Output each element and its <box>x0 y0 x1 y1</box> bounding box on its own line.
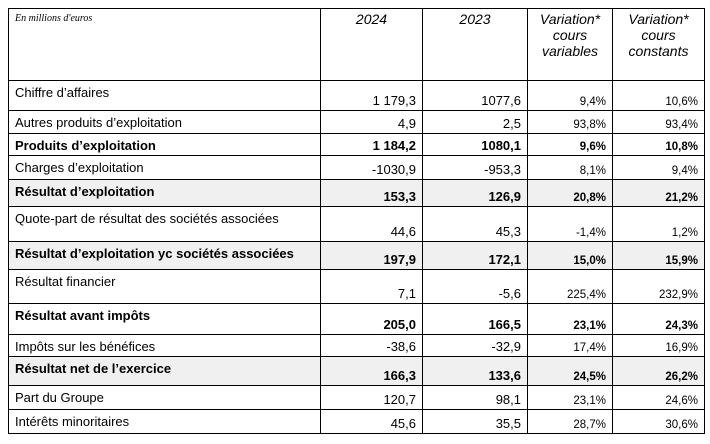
table-row: Résultat net de l’exercice 166,3 133,6 24,5… <box>8 356 705 386</box>
column-header: Variation* cours variables <box>527 8 613 81</box>
cell-value: -1,4% <box>527 206 613 242</box>
cell-value: 98,1 <box>422 385 528 410</box>
row-label: Résultat avant impôts <box>8 303 321 335</box>
cell-value: 166,3 <box>320 356 423 386</box>
row-label: Part du Groupe <box>8 385 321 410</box>
cell-value: 45,6 <box>320 409 423 434</box>
cell-value: 28,7% <box>527 409 613 434</box>
cell-value: 166,5 <box>422 303 528 335</box>
row-label: Résultat financier <box>8 269 321 304</box>
table-row: Intérêts minoritaires 45,6 35,5 28,7% 30,6% <box>8 409 705 434</box>
cell-value: 93,8% <box>527 110 613 134</box>
cell-value: 205,0 <box>320 303 423 335</box>
column-header: 2023 <box>422 8 528 81</box>
cell-value: 9,4% <box>527 80 613 111</box>
row-label: Quote-part de résultat des sociétés asso… <box>8 206 321 242</box>
cell-value: 21,2% <box>612 179 705 207</box>
table-row: Impôts sur les bénéfices -38,6 -32,9 17,4% 1… <box>8 334 705 357</box>
cell-value: 24,6% <box>612 385 705 410</box>
cell-value: -5,6 <box>422 269 528 304</box>
cell-value: 9,6% <box>527 133 613 156</box>
cell-value: 1080,1 <box>422 133 528 156</box>
cell-value: -32,9 <box>422 334 528 357</box>
row-label: Intérêts minoritaires <box>8 409 321 434</box>
cell-value: 26,2% <box>612 356 705 386</box>
table-row: Résultat d’exploitation yc sociétés asso… <box>8 241 705 270</box>
cell-value: 1 179,3 <box>320 80 423 111</box>
cell-value: 120,7 <box>320 385 423 410</box>
row-label: Résultat d’exploitation yc sociétés asso… <box>8 241 321 270</box>
cell-value: 2,5 <box>422 110 528 134</box>
cell-value: 153,3 <box>320 179 423 207</box>
cell-value: 232,9% <box>612 269 705 304</box>
table-row: Produits d’exploitation 1 184,2 1080,1 9,6%… <box>8 133 705 156</box>
cell-value: 197,9 <box>320 241 423 270</box>
cell-value: 126,9 <box>422 179 528 207</box>
table-row: Charges d’exploitation -1030,9 -953,3 8,1% 9… <box>8 155 705 180</box>
row-label: Produits d’exploitation <box>8 133 321 156</box>
cell-value: 30,6% <box>612 409 705 434</box>
row-label: Résultat d’exploitation <box>8 179 321 207</box>
cell-value: 15,9% <box>612 241 705 270</box>
cell-value: 23,1% <box>527 303 613 335</box>
table-row: Autres produits d’exploitation 4,9 2,5 93,8… <box>8 110 705 134</box>
cell-value: -38,6 <box>320 334 423 357</box>
table-row: Résultat d’exploitation 153,3 126,9 20,8% 21… <box>8 179 705 207</box>
cell-value: 35,5 <box>422 409 528 434</box>
column-header: Variation* cours constants <box>612 8 705 81</box>
cell-value: 93,4% <box>612 110 705 134</box>
results-table: En millions d'euros 2024 2023 Variation* c… <box>8 8 705 434</box>
cell-value: 45,3 <box>422 206 528 242</box>
cell-value: 172,1 <box>422 241 528 270</box>
row-label: Charges d’exploitation <box>8 155 321 180</box>
cell-value: 1077,6 <box>422 80 528 111</box>
cell-value: 8,1% <box>527 155 613 180</box>
cell-value: 7,1 <box>320 269 423 304</box>
cell-value: 9,4% <box>612 155 705 180</box>
cell-value: 10,8% <box>612 133 705 156</box>
unit-note: En millions d'euros <box>8 8 321 81</box>
cell-value: 24,3% <box>612 303 705 335</box>
cell-value: 1 184,2 <box>320 133 423 156</box>
cell-value: 16,9% <box>612 334 705 357</box>
row-label: Impôts sur les bénéfices <box>8 334 321 357</box>
cell-value: 1,2% <box>612 206 705 242</box>
header-row: En millions d'euros 2024 2023 Variation* c… <box>8 8 705 81</box>
cell-value: 225,4% <box>527 269 613 304</box>
cell-value: 15,0% <box>527 241 613 270</box>
column-header: 2024 <box>320 8 423 81</box>
row-label: Chiffre d’affaires <box>8 80 321 111</box>
cell-value: 4,9 <box>320 110 423 134</box>
table-row: Résultat avant impôts 205,0 166,5 23,1% 24,3… <box>8 303 705 335</box>
cell-value: -1030,9 <box>320 155 423 180</box>
cell-value: 10,6% <box>612 80 705 111</box>
table-row: Quote-part de résultat des sociétés asso… <box>8 206 705 242</box>
cell-value: 24,5% <box>527 356 613 386</box>
table-row: Part du Groupe 120,7 98,1 23,1% 24,6% <box>8 385 705 410</box>
cell-value: 44,6 <box>320 206 423 242</box>
row-label: Résultat net de l’exercice <box>8 356 321 386</box>
table-row: Résultat financier 7,1 -5,6 225,4% 232,9% <box>8 269 705 304</box>
cell-value: 23,1% <box>527 385 613 410</box>
cell-value: 133,6 <box>422 356 528 386</box>
cell-value: 17,4% <box>527 334 613 357</box>
table-row: Chiffre d’affaires 1 179,3 1077,6 9,4% 10,6% <box>8 80 705 111</box>
cell-value: 20,8% <box>527 179 613 207</box>
row-label: Autres produits d’exploitation <box>8 110 321 134</box>
cell-value: -953,3 <box>422 155 528 180</box>
